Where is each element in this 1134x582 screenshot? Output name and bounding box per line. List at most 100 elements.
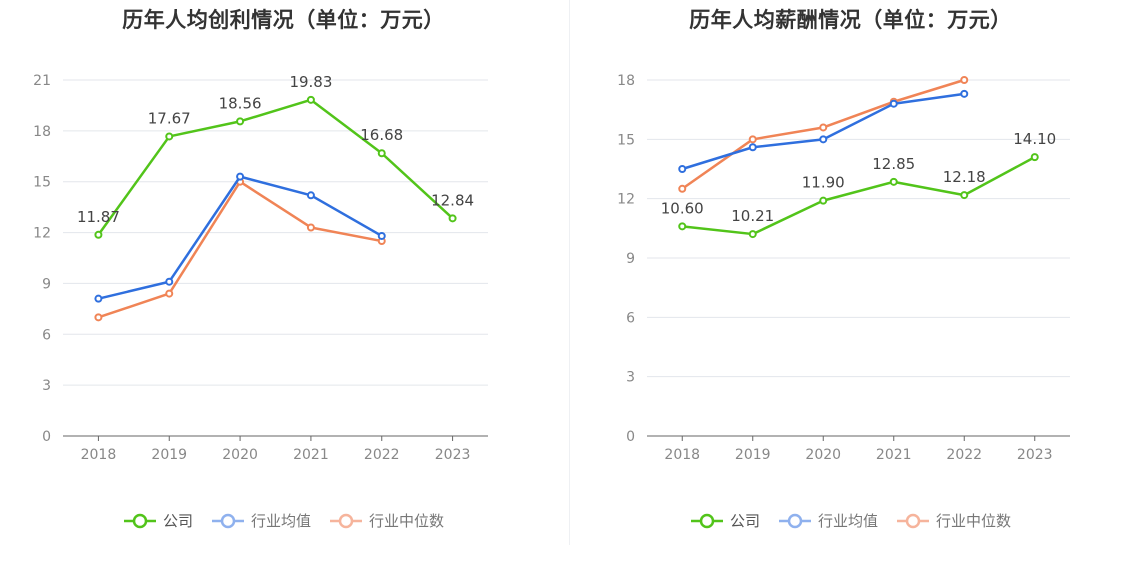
y-tick-label: 12: [33, 226, 51, 242]
chart-title: 历年人均创利情况（单位：万元）: [122, 8, 445, 32]
series-line-company: [682, 156, 1036, 236]
data-point-industry-median: [819, 123, 828, 132]
data-label: 19.83: [289, 73, 332, 91]
y-tick-label: 6: [626, 310, 635, 326]
data-point-industry-median: [306, 223, 315, 232]
data-point-industry-avg: [678, 165, 687, 173]
data-point-company: [748, 230, 757, 239]
data-label: 14.10: [1013, 130, 1056, 148]
data-point-industry-avg: [748, 143, 757, 152]
x-tick-label: 2018: [81, 447, 117, 463]
legend-item-industry-avg[interactable]: 行业均值: [778, 510, 878, 531]
data-label: 12.85: [872, 155, 915, 173]
salary-chart-panel: 历年人均薪酬情况（单位：万元） 0 3 6 9 12 15 18 2018 2019 2020 20…: [567, 0, 1134, 582]
legend-label: 公司: [729, 512, 760, 530]
data-point-company: [889, 177, 898, 186]
legend-industry-avg-icon: [778, 513, 811, 528]
x-tick-label: 2023: [435, 447, 471, 463]
legend-item-company[interactable]: 公司: [123, 510, 193, 531]
data-point-industry-avg: [236, 172, 245, 181]
data-label: 11.87: [77, 208, 120, 226]
legend-industry-median-icon: [330, 513, 362, 528]
data-point-industry-avg: [819, 135, 828, 144]
legend: 公司 行业均值 行业中位数: [0, 510, 567, 531]
data-point-industry-avg: [960, 89, 969, 98]
data-point-company: [94, 230, 103, 239]
series-line-industry-avg: [98, 175, 383, 300]
x-tick-label: 2019: [151, 447, 187, 463]
x-tick-label: 2022: [364, 447, 400, 463]
y-tick-label: 21: [33, 73, 51, 89]
data-point-industry-median: [748, 135, 757, 144]
y-tick-label: 6: [42, 327, 51, 343]
data-point-company: [306, 95, 315, 104]
series-line-company: [97, 98, 454, 236]
data-point-industry-avg: [889, 99, 898, 108]
y-tick-label: 12: [617, 192, 635, 208]
data-point-company: [236, 117, 245, 126]
data-point-company: [819, 196, 828, 205]
legend-item-company[interactable]: 公司: [690, 510, 760, 531]
y-tick-label: 18: [33, 124, 51, 140]
data-point-company: [165, 132, 174, 141]
data-label: 12.84: [431, 191, 474, 209]
data-label: 18.56: [219, 94, 262, 112]
legend-industry-avg-icon: [211, 513, 244, 528]
data-label: 12.18: [943, 168, 986, 186]
data-point-industry-avg: [94, 294, 103, 303]
profit-chart-plot: 0 3 6 9 12 15 18 21 2018 2019 2020 2021 2022 2023 11.8…: [33, 73, 488, 463]
x-tick-label: 2018: [664, 447, 700, 463]
data-point-company: [960, 191, 969, 200]
data-point-industry-avg: [165, 277, 174, 286]
data-label: 17.67: [148, 109, 191, 127]
salary-chart-plot: 0 3 6 9 12 15 18 2018 2019 2020 2021 2022 2023 10.60 1…: [617, 73, 1070, 463]
data-point-company: [448, 214, 457, 223]
legend-label: 行业中位数: [936, 512, 1012, 530]
x-tick-label: 2021: [876, 447, 912, 463]
legend-label: 行业均值: [817, 512, 878, 530]
data-point-industry-avg: [377, 231, 386, 240]
y-tick-label: 3: [42, 378, 51, 394]
data-point-industry-median: [960, 76, 969, 84]
legend-industry-median-icon: [897, 513, 929, 528]
legend-label: 公司: [162, 512, 193, 530]
y-tick-label: 0: [626, 429, 635, 445]
legend: 公司 行业均值 行业中位数: [567, 510, 1134, 531]
legend-label: 行业均值: [250, 512, 311, 530]
x-tick-label: 2023: [1017, 447, 1053, 463]
y-tick-label: 9: [42, 276, 51, 292]
data-point-industry-median: [165, 289, 174, 298]
legend-item-industry-median[interactable]: 行业中位数: [896, 510, 1011, 531]
legend-company-icon: [690, 513, 723, 528]
data-label: 10.21: [731, 207, 774, 225]
panel-divider: [569, 0, 570, 545]
data-point-industry-median: [94, 313, 103, 322]
x-tick-label: 2019: [735, 447, 771, 463]
x-tick-label: 2022: [946, 447, 982, 463]
data-point-industry-avg: [306, 191, 315, 200]
data-point-company: [1030, 153, 1039, 162]
data-label: 11.90: [802, 174, 845, 192]
chart-title: 历年人均薪酬情况（单位：万元）: [689, 8, 1012, 32]
y-tick-label: 15: [33, 175, 51, 191]
y-tick-label: 18: [617, 73, 635, 89]
series-line-industry-median: [681, 78, 965, 190]
data-label: 16.68: [360, 126, 403, 144]
profit-chart-panel: 历年人均创利情况（单位：万元） 0 3 6 9 12 15 18 21 2018 2019 2020…: [0, 8, 567, 531]
y-tick-label: 0: [42, 429, 51, 445]
y-tick-label: 15: [617, 132, 635, 148]
legend-company-icon: [123, 513, 156, 528]
data-point-industry-median: [678, 184, 687, 193]
data-point-company: [377, 149, 386, 158]
data-point-company: [678, 222, 687, 231]
y-tick-label: 3: [626, 370, 635, 386]
x-tick-label: 2021: [293, 447, 329, 463]
data-label: 10.60: [661, 199, 704, 217]
x-tick-label: 2020: [222, 447, 258, 463]
x-tick-label: 2020: [805, 447, 841, 463]
series-line-industry-median: [98, 180, 382, 319]
legend-item-industry-median[interactable]: 行业中位数: [329, 510, 444, 531]
legend-item-industry-avg[interactable]: 行业均值: [211, 510, 311, 531]
y-tick-label: 9: [626, 251, 635, 267]
legend-label: 行业中位数: [369, 512, 445, 530]
